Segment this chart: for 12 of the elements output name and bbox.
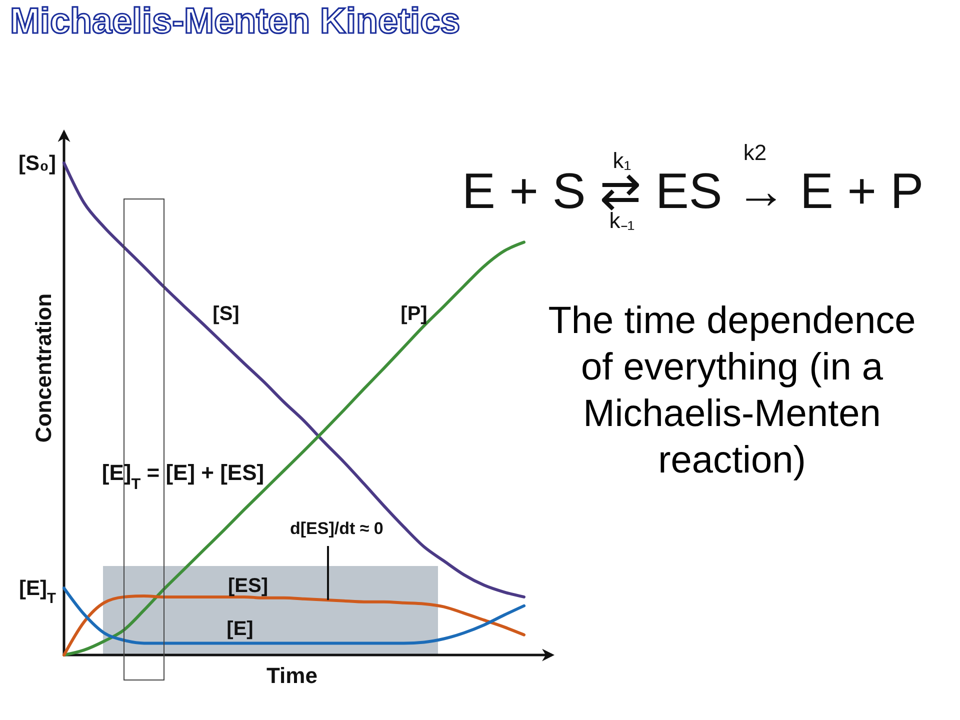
- series-label: [S]: [212, 303, 240, 325]
- series-label: [ES]: [228, 575, 268, 597]
- text: [E]$_{T}$: [19, 577, 56, 607]
- x-axis-title: Time: [266, 663, 318, 688]
- annotation: d[ES]/dt ≈ 0: [290, 519, 384, 538]
- y-axis-title: Concentration: [31, 293, 56, 443]
- text: [S₀]: [18, 152, 56, 175]
- text: k2: [743, 140, 767, 165]
- chart-title: Michaelis-Menten Kinetics: [10, 0, 460, 41]
- series-label: [P]: [400, 303, 428, 325]
- annotation: The time dependence of everything (in a Michaelis-Menten reaction): [548, 300, 916, 482]
- series-label: [E]: [226, 618, 254, 640]
